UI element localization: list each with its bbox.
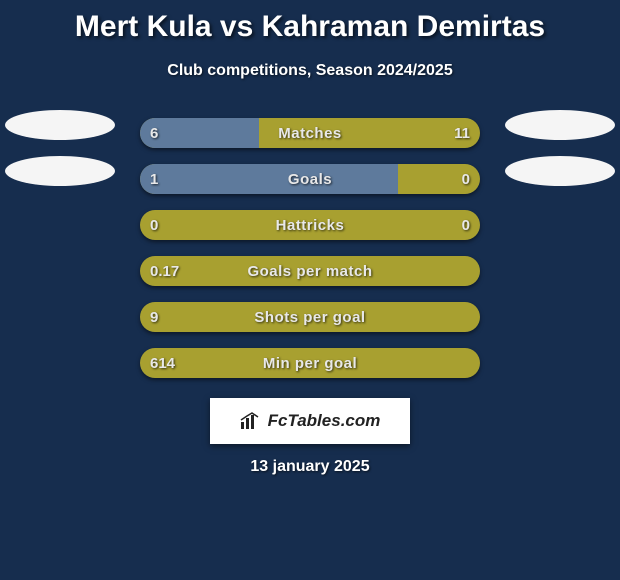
stat-bar: 614Min per goal [140, 348, 480, 378]
stat-row: 611Matches [0, 110, 620, 156]
player-marker-right [505, 156, 615, 186]
stat-bar: 00Hattricks [140, 210, 480, 240]
stat-bar: 10Goals [140, 164, 480, 194]
date-label: 13 january 2025 [0, 458, 620, 476]
stat-bar: 0.17Goals per match [140, 256, 480, 286]
player-marker-right [505, 110, 615, 140]
stat-label: Goals [140, 164, 480, 194]
stat-row: 00Hattricks [0, 202, 620, 248]
stat-label: Goals per match [140, 256, 480, 286]
stat-label: Min per goal [140, 348, 480, 378]
page-title: Mert Kula vs Kahraman Demirtas [0, 0, 620, 44]
stat-label: Shots per goal [140, 302, 480, 332]
stat-bar: 611Matches [140, 118, 480, 148]
stat-row: 9Shots per goal [0, 294, 620, 340]
stat-label: Hattricks [140, 210, 480, 240]
player-marker-left [5, 110, 115, 140]
chart-icon [240, 412, 262, 430]
subtitle: Club competitions, Season 2024/2025 [0, 62, 620, 80]
stat-label: Matches [140, 118, 480, 148]
stat-row: 0.17Goals per match [0, 248, 620, 294]
player-marker-left [5, 156, 115, 186]
source-badge: FcTables.com [210, 398, 410, 444]
stat-bar: 9Shots per goal [140, 302, 480, 332]
stat-row: 614Min per goal [0, 340, 620, 386]
stat-row: 10Goals [0, 156, 620, 202]
badge-text: FcTables.com [268, 411, 381, 431]
comparison-chart: 611Matches 10Goals 00Hattricks 0.17Goals pe… [0, 110, 620, 386]
